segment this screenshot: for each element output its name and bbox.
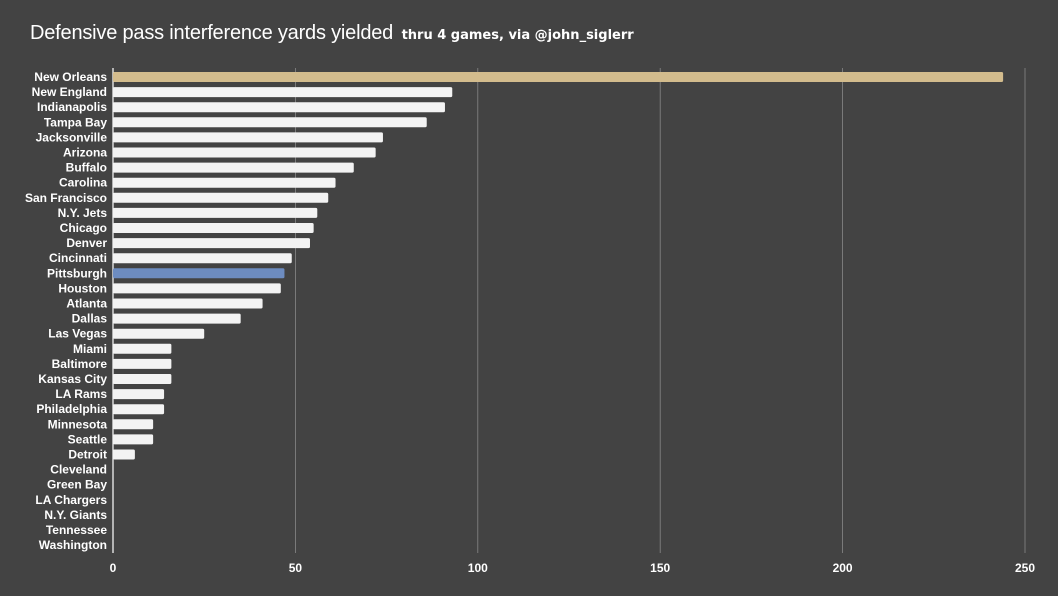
category-label: Washington [39,538,107,552]
category-label: Buffalo [66,161,107,175]
category-label: Arizona [63,146,107,160]
bar [113,162,354,173]
category-label: Cleveland [50,463,107,477]
category-label: Indianapolis [37,100,107,114]
category-label: LA Rams [55,387,107,401]
chart-subtitle: thru 4 games, via @john_siglerr [401,28,634,43]
bar [113,207,318,218]
category-label: Seattle [68,432,108,446]
bar [113,117,427,128]
category-label: Tampa Bay [44,115,107,129]
bar [113,132,383,143]
bar [113,177,336,188]
bar [113,343,172,354]
bar [113,223,314,233]
category-label: Green Bay [47,478,107,492]
category-label: Miami [73,342,107,356]
x-tick-label: 200 [833,561,853,575]
bar [113,192,329,203]
bar [113,419,154,430]
bar [113,238,310,249]
bar [113,449,135,460]
category-label: Philadelphia [36,402,107,416]
bar [113,404,165,415]
x-tick-label: 0 [110,561,117,575]
bar [113,374,172,384]
category-label: Las Vegas [48,327,107,341]
bar [113,72,1004,82]
category-label: Houston [58,281,107,295]
category-label: San Francisco [25,191,107,205]
category-label: New England [32,85,107,99]
bar [113,434,154,445]
category-label: LA Chargers [35,493,107,507]
x-tick-label: 50 [289,561,303,575]
bars [113,72,1004,460]
x-axis-ticks: 0 50 100 150 200 250 [110,561,1036,575]
category-label: Chicago [60,221,107,235]
category-label: Detroit [68,448,107,462]
bar [113,313,241,324]
title-row: Defensive pass interference yards yielde… [30,22,634,45]
category-label: Carolina [59,176,107,190]
category-label: Atlanta [66,297,107,311]
category-label: New Orleans [34,70,107,84]
bar [113,268,285,279]
bar [113,328,205,339]
category-label: Kansas City [38,372,107,386]
bar [113,253,292,264]
category-label: Dallas [72,312,108,326]
bar [113,389,165,400]
bar [113,147,376,158]
category-label: Pittsburgh [47,266,107,280]
category-label: Baltimore [52,357,108,371]
bar [113,298,263,309]
chart-title: Defensive pass interference yards yielde… [30,22,394,44]
bar [113,102,445,113]
category-label: Tennessee [46,523,107,537]
bar [113,358,172,369]
category-label: Denver [66,236,107,250]
bar [113,283,281,294]
bar [113,87,453,98]
category-label: Jacksonville [36,130,108,144]
x-tick-label: 100 [468,561,488,575]
category-label: Minnesota [48,417,108,431]
category-label: N.Y. Giants [44,508,107,522]
x-tick-label: 150 [650,561,670,575]
x-tick-label: 250 [1015,561,1035,575]
category-label: N.Y. Jets [58,206,108,220]
category-label: Cincinnati [49,251,107,265]
